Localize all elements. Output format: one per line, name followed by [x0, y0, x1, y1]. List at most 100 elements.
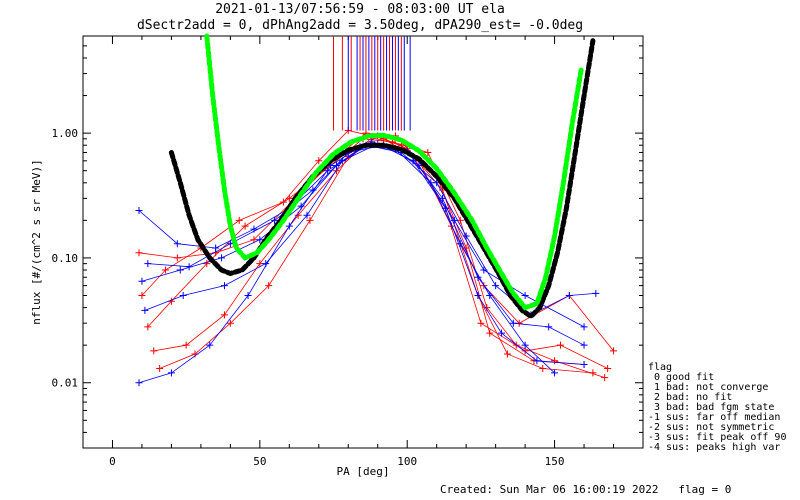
data-point: [271, 216, 279, 224]
data-point: [185, 263, 193, 271]
data-point: [138, 292, 146, 300]
data-point: [144, 260, 152, 268]
data-point: [450, 216, 458, 224]
data-point: [212, 244, 220, 252]
data-point: [610, 347, 618, 355]
data-point: [279, 198, 287, 206]
legend-entry: -4 sus: peaks high var: [648, 442, 780, 453]
data-point: [324, 167, 332, 175]
x-tick-label: 0: [109, 455, 116, 468]
data-point: [424, 148, 432, 156]
data-point: [135, 379, 143, 387]
flag-legend: flag 0 good fit 1 bad: not converge 2 ba…: [648, 362, 786, 453]
data-point: [556, 341, 564, 349]
data-point: [135, 206, 143, 214]
data-point: [589, 369, 597, 377]
x-tick-label: 150: [545, 455, 565, 468]
data-point: [203, 260, 211, 268]
data-point: [235, 216, 243, 224]
x-tick-label: 100: [397, 455, 417, 468]
data-point: [285, 222, 293, 230]
legend-entry: -3 sus: fit peak off 90: [648, 432, 786, 443]
data-point: [135, 249, 143, 257]
data-point: [474, 292, 482, 300]
data-point: [503, 350, 511, 358]
data-trace: [159, 135, 593, 374]
data-point: [533, 357, 541, 365]
legend-entry: 3 bad: bad fgm state: [648, 402, 774, 413]
legend-entry: -2 sus: not symmetric: [648, 422, 774, 433]
data-point: [265, 282, 273, 290]
data-point: [551, 357, 559, 365]
data-point: [492, 282, 500, 290]
data-point: [241, 222, 249, 230]
data-point: [206, 341, 214, 349]
x-axis-label: PA [deg]: [337, 465, 390, 478]
data-point: [156, 365, 164, 373]
data-point: [220, 311, 228, 319]
data-point: [162, 266, 170, 274]
data-point: [141, 306, 149, 314]
peak-lines: [333, 36, 411, 131]
data-point: [509, 319, 517, 327]
data-point: [565, 292, 573, 300]
data-point: [306, 216, 314, 224]
data-point: [144, 323, 152, 331]
data-point: [256, 260, 264, 268]
data-point: [315, 157, 323, 165]
data-point: [480, 266, 488, 274]
fit-curve: [168, 38, 596, 320]
data-point: [580, 341, 588, 349]
data-trace: [147, 144, 585, 328]
data-point: [592, 289, 600, 297]
data-point: [167, 369, 175, 377]
legend-title: flag: [648, 362, 672, 373]
data-point: [580, 323, 588, 331]
data-point: [150, 347, 158, 355]
data-trace: [138, 132, 614, 352]
data-point: [415, 162, 423, 170]
data-trace: [141, 141, 585, 346]
y-tick-label: 1.00: [52, 127, 79, 140]
data-point: [226, 319, 234, 327]
data-point: [244, 292, 252, 300]
x-tick-label: 50: [253, 455, 266, 468]
data-point: [498, 329, 506, 337]
axis-ticks: 0 50 100 150 0.01 0.10 1.00: [52, 35, 644, 468]
legend-entry: -1 sus: far off median: [648, 412, 780, 423]
data-point: [173, 254, 181, 262]
legend-entry: 0 good fit: [648, 372, 714, 383]
data-point: [427, 179, 435, 187]
data-point: [545, 323, 553, 331]
y-tick-label: 0.01: [52, 377, 79, 390]
data-point: [303, 211, 311, 219]
data-trace: [141, 130, 608, 369]
data-point: [138, 277, 146, 285]
data-point: [580, 361, 588, 369]
data-point: [486, 292, 494, 300]
legend-entry: 1 bad: not converge: [648, 382, 768, 393]
data-point: [173, 240, 181, 248]
data-point: [182, 341, 190, 349]
data-point: [551, 369, 559, 377]
chart-subtitle: dSectr2add = 0, dPhAng2add = 3.50deg, dP…: [137, 18, 583, 33]
data-point: [601, 374, 609, 382]
data-point: [521, 292, 529, 300]
data-point: [309, 186, 317, 194]
y-axis-label: nflux [#/(cm^2 s sr MeV)]: [30, 159, 43, 325]
footer-created: Created: Sun Mar 06 16:00:19 2022 flag =…: [440, 483, 731, 496]
data-point: [179, 292, 187, 300]
data-point: [539, 365, 547, 373]
data-point: [486, 329, 494, 337]
legend-entry: 2 bad: no fit: [648, 392, 732, 403]
data-point: [218, 254, 226, 262]
data-point: [176, 266, 184, 274]
data-point: [220, 282, 228, 290]
fit-curve: [204, 33, 584, 311]
fit-curves: [168, 33, 596, 320]
y-tick-label: 0.10: [52, 252, 79, 265]
data-point: [604, 365, 612, 373]
data-trace: [153, 137, 585, 365]
data-point: [521, 341, 529, 349]
chart-title: 2021-01-13/07:56:59 - 08:03:00 UT ela: [215, 2, 505, 17]
